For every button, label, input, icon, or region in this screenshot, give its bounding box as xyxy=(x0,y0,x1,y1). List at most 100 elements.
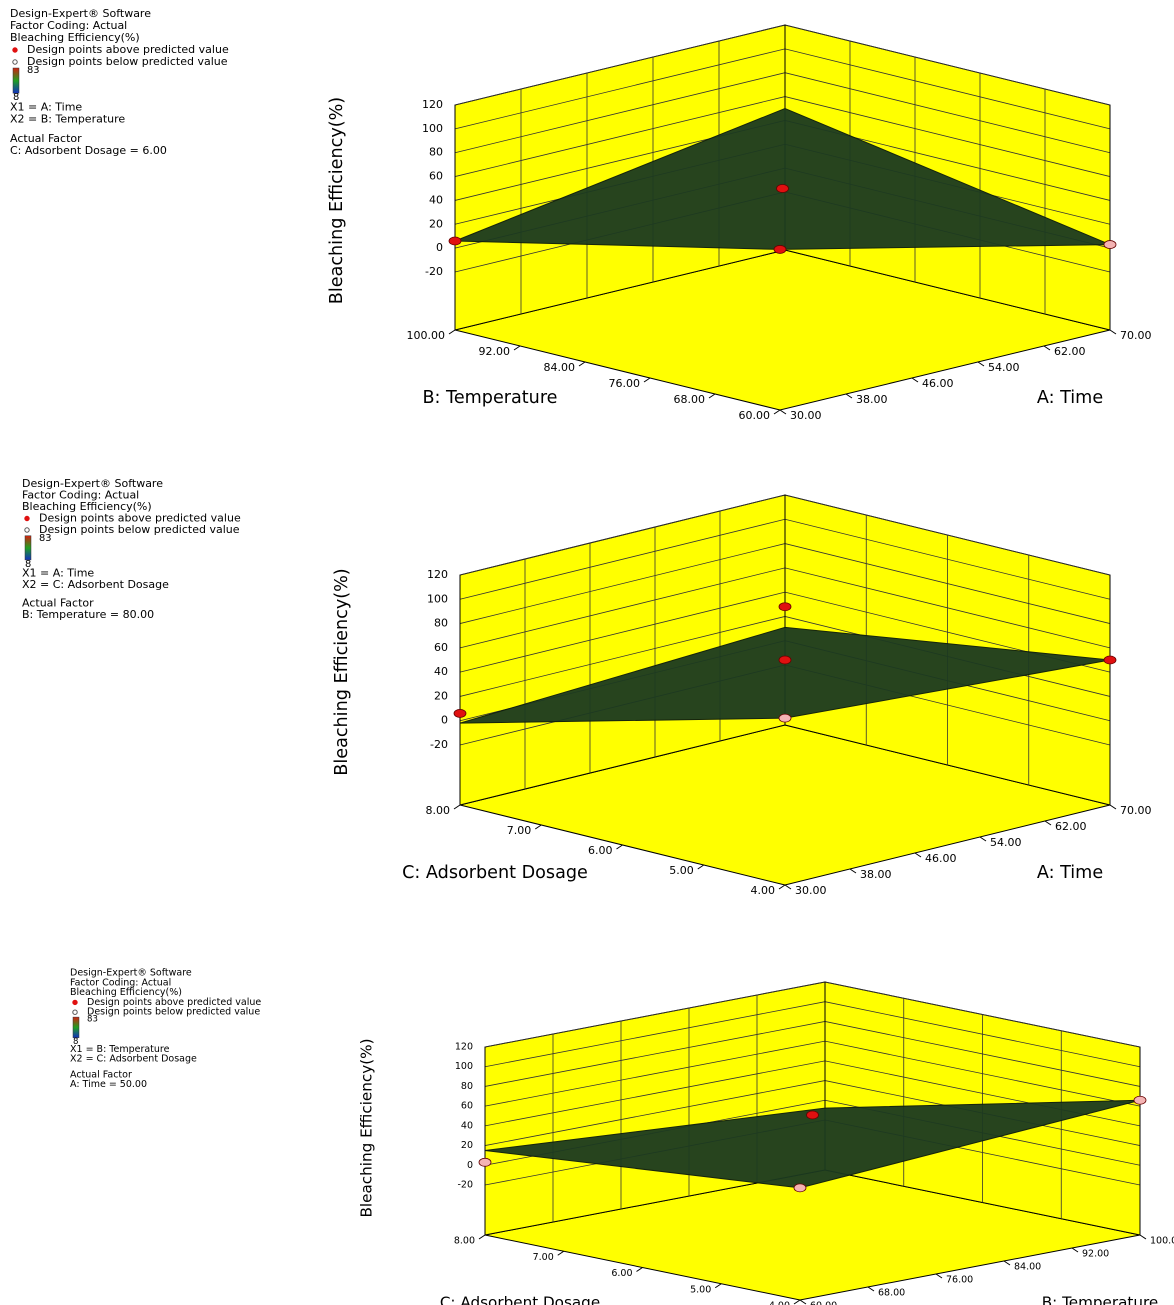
y-tick-label: 4.00 xyxy=(769,1301,790,1305)
colorbar xyxy=(72,1016,80,1038)
legend-text: X2 = C: Adsorbent Dosage xyxy=(22,578,169,591)
tick-mark xyxy=(867,1286,875,1292)
legend-entry: Design points above predicted value xyxy=(87,997,261,1008)
x-tick-label: 92.00 xyxy=(1082,1249,1109,1260)
x-tick-label: 38.00 xyxy=(860,868,892,881)
tick-mark xyxy=(478,1234,486,1240)
legend-text: A: Time = 50.00 xyxy=(70,1079,147,1090)
y-tick-label: 6.00 xyxy=(611,1268,632,1279)
legend-text: X2 = B: Temperature xyxy=(10,113,125,126)
legend-marker xyxy=(12,47,18,53)
y-tick-label: 6.00 xyxy=(588,844,613,857)
legend-text: Factor Coding: Actual xyxy=(10,19,127,32)
y-axis-label: C: Adsorbent Dosage xyxy=(402,863,588,883)
y-tick-label: 5.00 xyxy=(669,864,694,877)
design-point xyxy=(773,245,787,254)
z-tick-label: 100 xyxy=(422,122,443,135)
legend-text: Bleaching Efficiency(%) xyxy=(10,31,140,44)
z-tick-label: 60 xyxy=(429,170,443,183)
legend-text: Design-Expert® Software xyxy=(10,7,151,20)
x-tick-label: 70.00 xyxy=(1120,804,1152,817)
legend-marker xyxy=(72,1009,78,1015)
y-tick-label: 8.00 xyxy=(426,804,451,817)
x-tick-label: 100.00 xyxy=(1150,1236,1174,1247)
colorbar-label: 8 xyxy=(73,1037,78,1047)
x-tick-label: 70.00 xyxy=(1120,329,1152,342)
x-tick-label: 46.00 xyxy=(925,852,957,865)
legend-text: Factor Coding: Actual xyxy=(70,977,171,988)
legend-text: X1 = A: Time xyxy=(10,101,82,114)
legend-marker xyxy=(72,999,78,1006)
legend-entry: Design points above predicted value xyxy=(27,43,229,56)
colorbar xyxy=(24,535,32,561)
colorbar-label: 83 xyxy=(39,533,52,544)
tick-mark xyxy=(1043,345,1051,351)
legend-text: X2 = C: Adsorbent Dosage xyxy=(70,1054,197,1065)
x-tick-label: 62.00 xyxy=(1055,820,1087,833)
x-axis-label: B: Temperature xyxy=(1042,1294,1159,1305)
legend-text: Design-Expert® Software xyxy=(70,968,192,979)
design-point xyxy=(1103,240,1117,249)
colorbar-label: 8 xyxy=(13,92,19,103)
legend-text: Factor Coding: Actual xyxy=(22,489,139,502)
tick-mark xyxy=(643,377,651,383)
x-tick-label: 76.00 xyxy=(946,1275,973,1286)
legend-entry: Design points above predicted value xyxy=(39,512,241,525)
tick-mark xyxy=(513,345,521,351)
y-axis-label: B: Temperature xyxy=(422,388,557,408)
z-tick-label: 120 xyxy=(422,98,443,111)
z-tick-label: 20 xyxy=(461,1140,473,1151)
z-tick-label: 80 xyxy=(461,1081,473,1092)
design-point xyxy=(453,709,467,718)
y-tick-label: 100.00 xyxy=(407,329,446,342)
x-tick-label: 54.00 xyxy=(990,836,1022,849)
y-tick-label: 92.00 xyxy=(479,345,511,358)
legend-entry: Design points below predicted value xyxy=(39,523,240,536)
z-tick-label: 100 xyxy=(427,592,448,605)
tick-mark xyxy=(697,864,705,870)
z-axis-label: Bleaching Efficiency(%) xyxy=(358,1038,376,1217)
y-tick-label: 4.00 xyxy=(751,884,776,897)
chart: -20 0 20 40 60 80 100 120 30.00 38.00 46.00 54.00 62… xyxy=(10,7,1152,422)
y-axis-label: C: Adsorbent Dosage xyxy=(440,1294,600,1305)
y-tick-label: 76.00 xyxy=(609,377,641,390)
colorbar-label: 83 xyxy=(27,65,40,76)
legend-text: Actual Factor xyxy=(22,597,94,610)
z-tick-label: -20 xyxy=(457,1180,473,1191)
tick-mark xyxy=(1109,329,1117,335)
y-tick-label: 60.00 xyxy=(739,409,771,422)
tick-mark xyxy=(714,1283,722,1289)
tick-mark xyxy=(1071,1247,1079,1253)
z-axis-label: Bleaching Efficiency(%) xyxy=(327,97,347,304)
y-tick-label: 7.00 xyxy=(507,824,532,837)
design-point xyxy=(778,713,792,723)
legend-text: X1 = A: Time xyxy=(22,567,94,580)
legend-entry: Design points below predicted value xyxy=(27,55,228,68)
x-tick-label: 30.00 xyxy=(795,884,827,897)
legend-text: Design-Expert® Software xyxy=(22,477,163,490)
chart: -2002040608010012060.0068.0076.0084.0092… xyxy=(70,968,1174,1305)
z-tick-label: 60 xyxy=(461,1101,473,1112)
x-tick-label: 38.00 xyxy=(856,393,888,406)
design-point xyxy=(776,184,789,193)
tick-mark xyxy=(849,868,857,874)
design-point xyxy=(1133,1095,1147,1105)
z-tick-label: 0 xyxy=(441,714,448,727)
z-tick-label: 40 xyxy=(429,193,443,206)
tick-mark xyxy=(1139,1234,1147,1240)
design-point xyxy=(806,1110,819,1120)
tick-mark xyxy=(453,804,461,810)
z-tick-label: -20 xyxy=(430,738,448,751)
z-tick-label: 120 xyxy=(427,568,448,581)
tick-mark xyxy=(1044,820,1052,826)
tick-mark xyxy=(636,1267,643,1272)
y-tick-label: 8.00 xyxy=(454,1236,475,1247)
response-surface xyxy=(454,107,1111,250)
tick-mark xyxy=(911,377,919,383)
response-surface xyxy=(484,1099,1141,1189)
legend-text: Actual Factor xyxy=(70,1069,132,1080)
tick-mark xyxy=(1003,1260,1011,1266)
tick-mark xyxy=(793,1299,801,1305)
z-tick-label: 40 xyxy=(434,665,448,678)
y-tick-label: 68.00 xyxy=(674,393,706,406)
